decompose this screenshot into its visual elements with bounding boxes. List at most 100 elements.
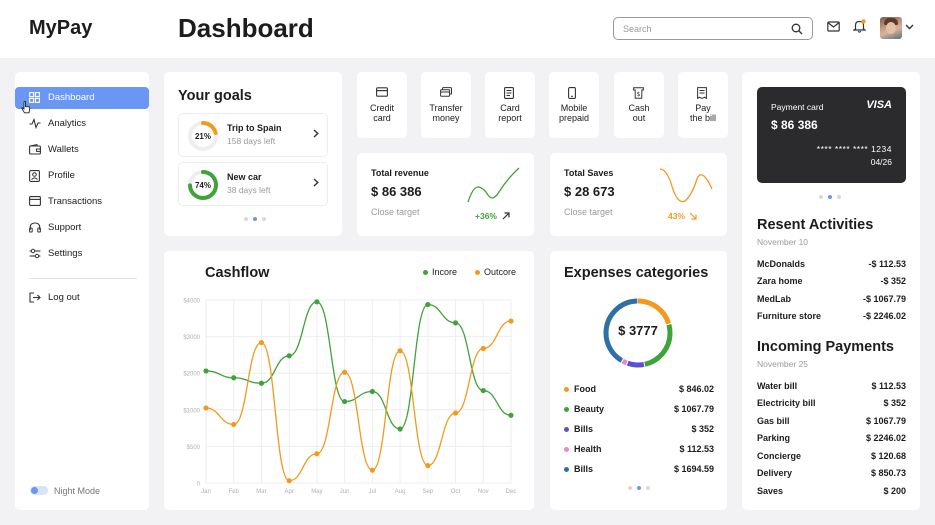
series-line-outcore — [205, 320, 512, 482]
dashboard-icon — [29, 92, 40, 103]
goals-pagination[interactable] — [244, 217, 266, 221]
sidebar-item-settings[interactable]: Settings — [15, 243, 149, 265]
data-point-incore[interactable] — [258, 380, 265, 386]
arrow-up-right-icon — [502, 212, 510, 220]
data-point-incore[interactable] — [425, 301, 431, 308]
data-point-outcore[interactable] — [369, 467, 375, 473]
chevron-down-icon[interactable] — [905, 24, 914, 30]
expense-row[interactable]: Bills $ 1694.59 — [564, 464, 714, 476]
data-point-incore[interactable] — [508, 412, 514, 418]
quick-action-card-report[interactable]: Card report — [485, 72, 535, 138]
expenses-card: Expenses categories $ 3777 Food $ 846.02 … — [550, 251, 727, 510]
sidebar-item-profile[interactable]: Profile — [15, 165, 149, 187]
expenses-pagination[interactable] — [628, 486, 650, 490]
sidebar-item-analytics[interactable]: Analytics — [15, 113, 149, 135]
payment-card-number: **** **** **** 1234 — [816, 144, 892, 154]
activities-date: November 10 — [757, 237, 809, 247]
sidebar-item-label: Profile — [48, 170, 75, 181]
user-avatar[interactable] — [880, 17, 902, 39]
data-point-outcore[interactable] — [314, 451, 320, 457]
quick-action-cash-out[interactable]: $ Cash out — [614, 72, 664, 138]
expense-row[interactable]: Food $ 846.02 — [564, 384, 714, 396]
goal-item[interactable]: 74% New car 38 days left — [178, 162, 328, 206]
card-pagination[interactable] — [819, 195, 841, 199]
data-point-outcore[interactable] — [397, 348, 403, 354]
data-point-incore[interactable] — [369, 388, 375, 395]
quick-action-label: Transfer money — [429, 103, 463, 123]
incoming-title: Incoming Payments — [757, 339, 894, 355]
search-box[interactable] — [613, 17, 813, 40]
quick-action-label: Credit card — [369, 103, 394, 123]
data-point-incore[interactable] — [480, 387, 486, 394]
sidebar-item-transactions[interactable]: Transactions — [15, 191, 149, 213]
legend-item-outcore[interactable]: Outcore — [475, 267, 516, 277]
data-point-incore[interactable] — [314, 299, 320, 305]
settings-icon — [29, 248, 41, 259]
data-point-outcore[interactable] — [425, 463, 431, 469]
data-point-incore[interactable] — [397, 426, 403, 432]
chevron-right-icon[interactable] — [313, 129, 319, 138]
y-tick-label: $2000 — [183, 372, 200, 378]
sidebar-item-label: Support — [48, 222, 82, 233]
goal-days-left: 38 days left — [227, 185, 271, 195]
stat-value: $ 28 673 — [564, 184, 615, 199]
sidebar-item-dashboard[interactable]: Dashboard — [15, 87, 149, 109]
logout-icon — [29, 292, 41, 303]
goal-title: Trip to Spain — [227, 123, 282, 133]
sidebar-item-support[interactable]: Support — [15, 217, 149, 239]
chevron-right-icon[interactable] — [313, 178, 319, 187]
sidebar-item-wallets[interactable]: Wallets — [15, 139, 149, 161]
x-tick-label: May — [311, 489, 322, 495]
analytics-icon — [29, 118, 41, 129]
data-point-incore[interactable] — [286, 353, 292, 359]
data-point-outcore[interactable] — [508, 318, 514, 324]
data-point-incore[interactable] — [452, 320, 459, 326]
goal-item[interactable]: 21% Trip to Spain 158 days left — [178, 113, 328, 157]
bell-icon[interactable] — [853, 19, 866, 33]
cashflow-title: Cashflow — [205, 265, 270, 281]
quick-action-mobile-prepaid[interactable]: Mobile prepaid — [549, 72, 599, 138]
saves-change: 43% — [668, 211, 686, 221]
data-point-outcore[interactable] — [286, 478, 292, 484]
donut-slice[interactable] — [603, 298, 673, 368]
total-revenue-card[interactable]: Total revenue $ 86 386 Close target +36% — [357, 153, 534, 236]
quick-action-label: Pay the bill — [689, 103, 716, 123]
total-saves-card[interactable]: Total Saves $ 28 673 Close target 43% — [550, 153, 727, 236]
donut-slice[interactable] — [603, 298, 673, 368]
mail-icon[interactable] — [827, 21, 840, 32]
donut-slice[interactable] — [603, 298, 673, 368]
data-point-incore[interactable] — [231, 375, 237, 381]
logout-label: Log out — [48, 292, 80, 303]
expenses-donut — [603, 298, 673, 368]
data-point-incore[interactable] — [203, 368, 209, 374]
expense-row[interactable]: Health $ 112.53 — [564, 444, 714, 456]
top-bar: MyPay Dashboard — [0, 0, 935, 58]
expense-row[interactable]: Bills $ 352 — [564, 424, 714, 436]
data-point-outcore[interactable] — [258, 339, 265, 346]
quick-action-pay-the-bill[interactable]: Pay the bill — [678, 72, 728, 138]
data-point-outcore[interactable] — [452, 410, 459, 416]
quick-action-transfer-money[interactable]: Transfer money — [421, 72, 471, 138]
stat-subtitle: Close target — [371, 207, 420, 217]
data-point-outcore[interactable] — [342, 369, 348, 375]
data-point-outcore[interactable] — [203, 405, 209, 411]
goal-percent: 74% — [194, 181, 211, 190]
search-icon[interactable] — [791, 23, 803, 35]
expense-row[interactable]: Beauty $ 1067.79 — [564, 404, 714, 416]
y-tick-label: $1000 — [183, 408, 200, 414]
payment-card[interactable]: Payment card VISA $ 86 386 **** **** ***… — [757, 87, 906, 183]
legend-item-incore[interactable]: Incore — [423, 267, 457, 277]
incoming-date: November 25 — [757, 359, 809, 369]
data-point-outcore[interactable] — [480, 345, 486, 352]
y-tick-label: 0 — [197, 482, 201, 488]
search-input[interactable] — [623, 21, 783, 36]
credit-card-icon — [376, 87, 388, 97]
app-logo[interactable]: MyPay — [29, 17, 93, 39]
night-mode-toggle[interactable] — [30, 486, 48, 495]
quick-action-credit-card[interactable]: Credit card — [357, 72, 407, 138]
donut-slice[interactable] — [603, 298, 673, 368]
goal-percent: 21% — [194, 132, 211, 141]
data-point-outcore[interactable] — [231, 421, 237, 428]
logout-button[interactable]: Log out — [15, 287, 149, 309]
data-point-incore[interactable] — [342, 398, 348, 405]
